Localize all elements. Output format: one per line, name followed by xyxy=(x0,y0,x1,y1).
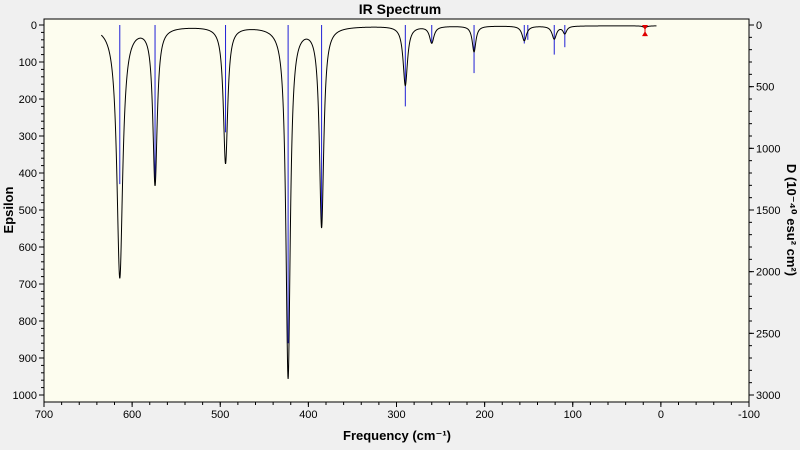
y-left-tick-label: 1000 xyxy=(13,390,37,402)
y-left-tick-label: 400 xyxy=(19,168,37,180)
spectrum-line xyxy=(100,25,657,379)
y-right-tick-label: 500 xyxy=(756,82,774,94)
y-left-tick-label: 700 xyxy=(19,279,37,291)
y-right-tick-label: 1000 xyxy=(756,143,780,155)
y-axis-right-title: D (10⁻⁴⁰ esu² cm²) xyxy=(784,164,799,276)
y-left-tick-label: 800 xyxy=(19,316,37,328)
y-left-tick-label: 900 xyxy=(19,353,37,365)
y-right-tick-label: 0 xyxy=(756,20,762,32)
y-left-tick-label: 600 xyxy=(19,242,37,254)
y-left-tick-label: 100 xyxy=(19,57,37,69)
marker-bottom-triangle xyxy=(642,31,649,37)
y-right-tick-label: 3000 xyxy=(756,390,780,402)
x-tick-label: 200 xyxy=(475,409,493,421)
chart-title: IR Spectrum xyxy=(359,1,441,17)
intensity-sticks xyxy=(119,25,646,344)
y-left-tick-label: 300 xyxy=(19,131,37,143)
red-marker xyxy=(642,25,649,37)
marker-top-triangle xyxy=(642,25,649,30)
y-right-tick-label: 2500 xyxy=(756,328,780,340)
x-axis-title: Frequency (cm⁻¹) xyxy=(343,428,451,443)
x-tick-label: -100 xyxy=(738,409,760,421)
x-tick-label: 700 xyxy=(35,409,53,421)
axis-ticks: 700 600 500 400 300 200 100 0 -10001002003004005… xyxy=(13,20,781,421)
x-tick-label: 400 xyxy=(299,409,317,421)
y-right-tick-label: 1500 xyxy=(756,205,780,217)
x-tick-label: 300 xyxy=(387,409,405,421)
plot-area xyxy=(43,18,750,403)
y-left-tick-label: 0 xyxy=(31,20,37,32)
y-left-tick-label: 200 xyxy=(19,94,37,106)
y-axis-left-title: Epsilon xyxy=(1,186,16,233)
x-tick-label: 500 xyxy=(211,409,229,421)
x-tick-label: 100 xyxy=(564,409,582,421)
y-left-tick-label: 500 xyxy=(19,205,37,217)
x-tick-label: 600 xyxy=(123,409,141,421)
y-right-tick-label: 2000 xyxy=(756,267,780,279)
x-tick-label: 0 xyxy=(658,409,664,421)
